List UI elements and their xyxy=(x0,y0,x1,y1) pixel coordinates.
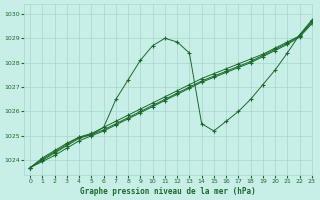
X-axis label: Graphe pression niveau de la mer (hPa): Graphe pression niveau de la mer (hPa) xyxy=(80,187,256,196)
